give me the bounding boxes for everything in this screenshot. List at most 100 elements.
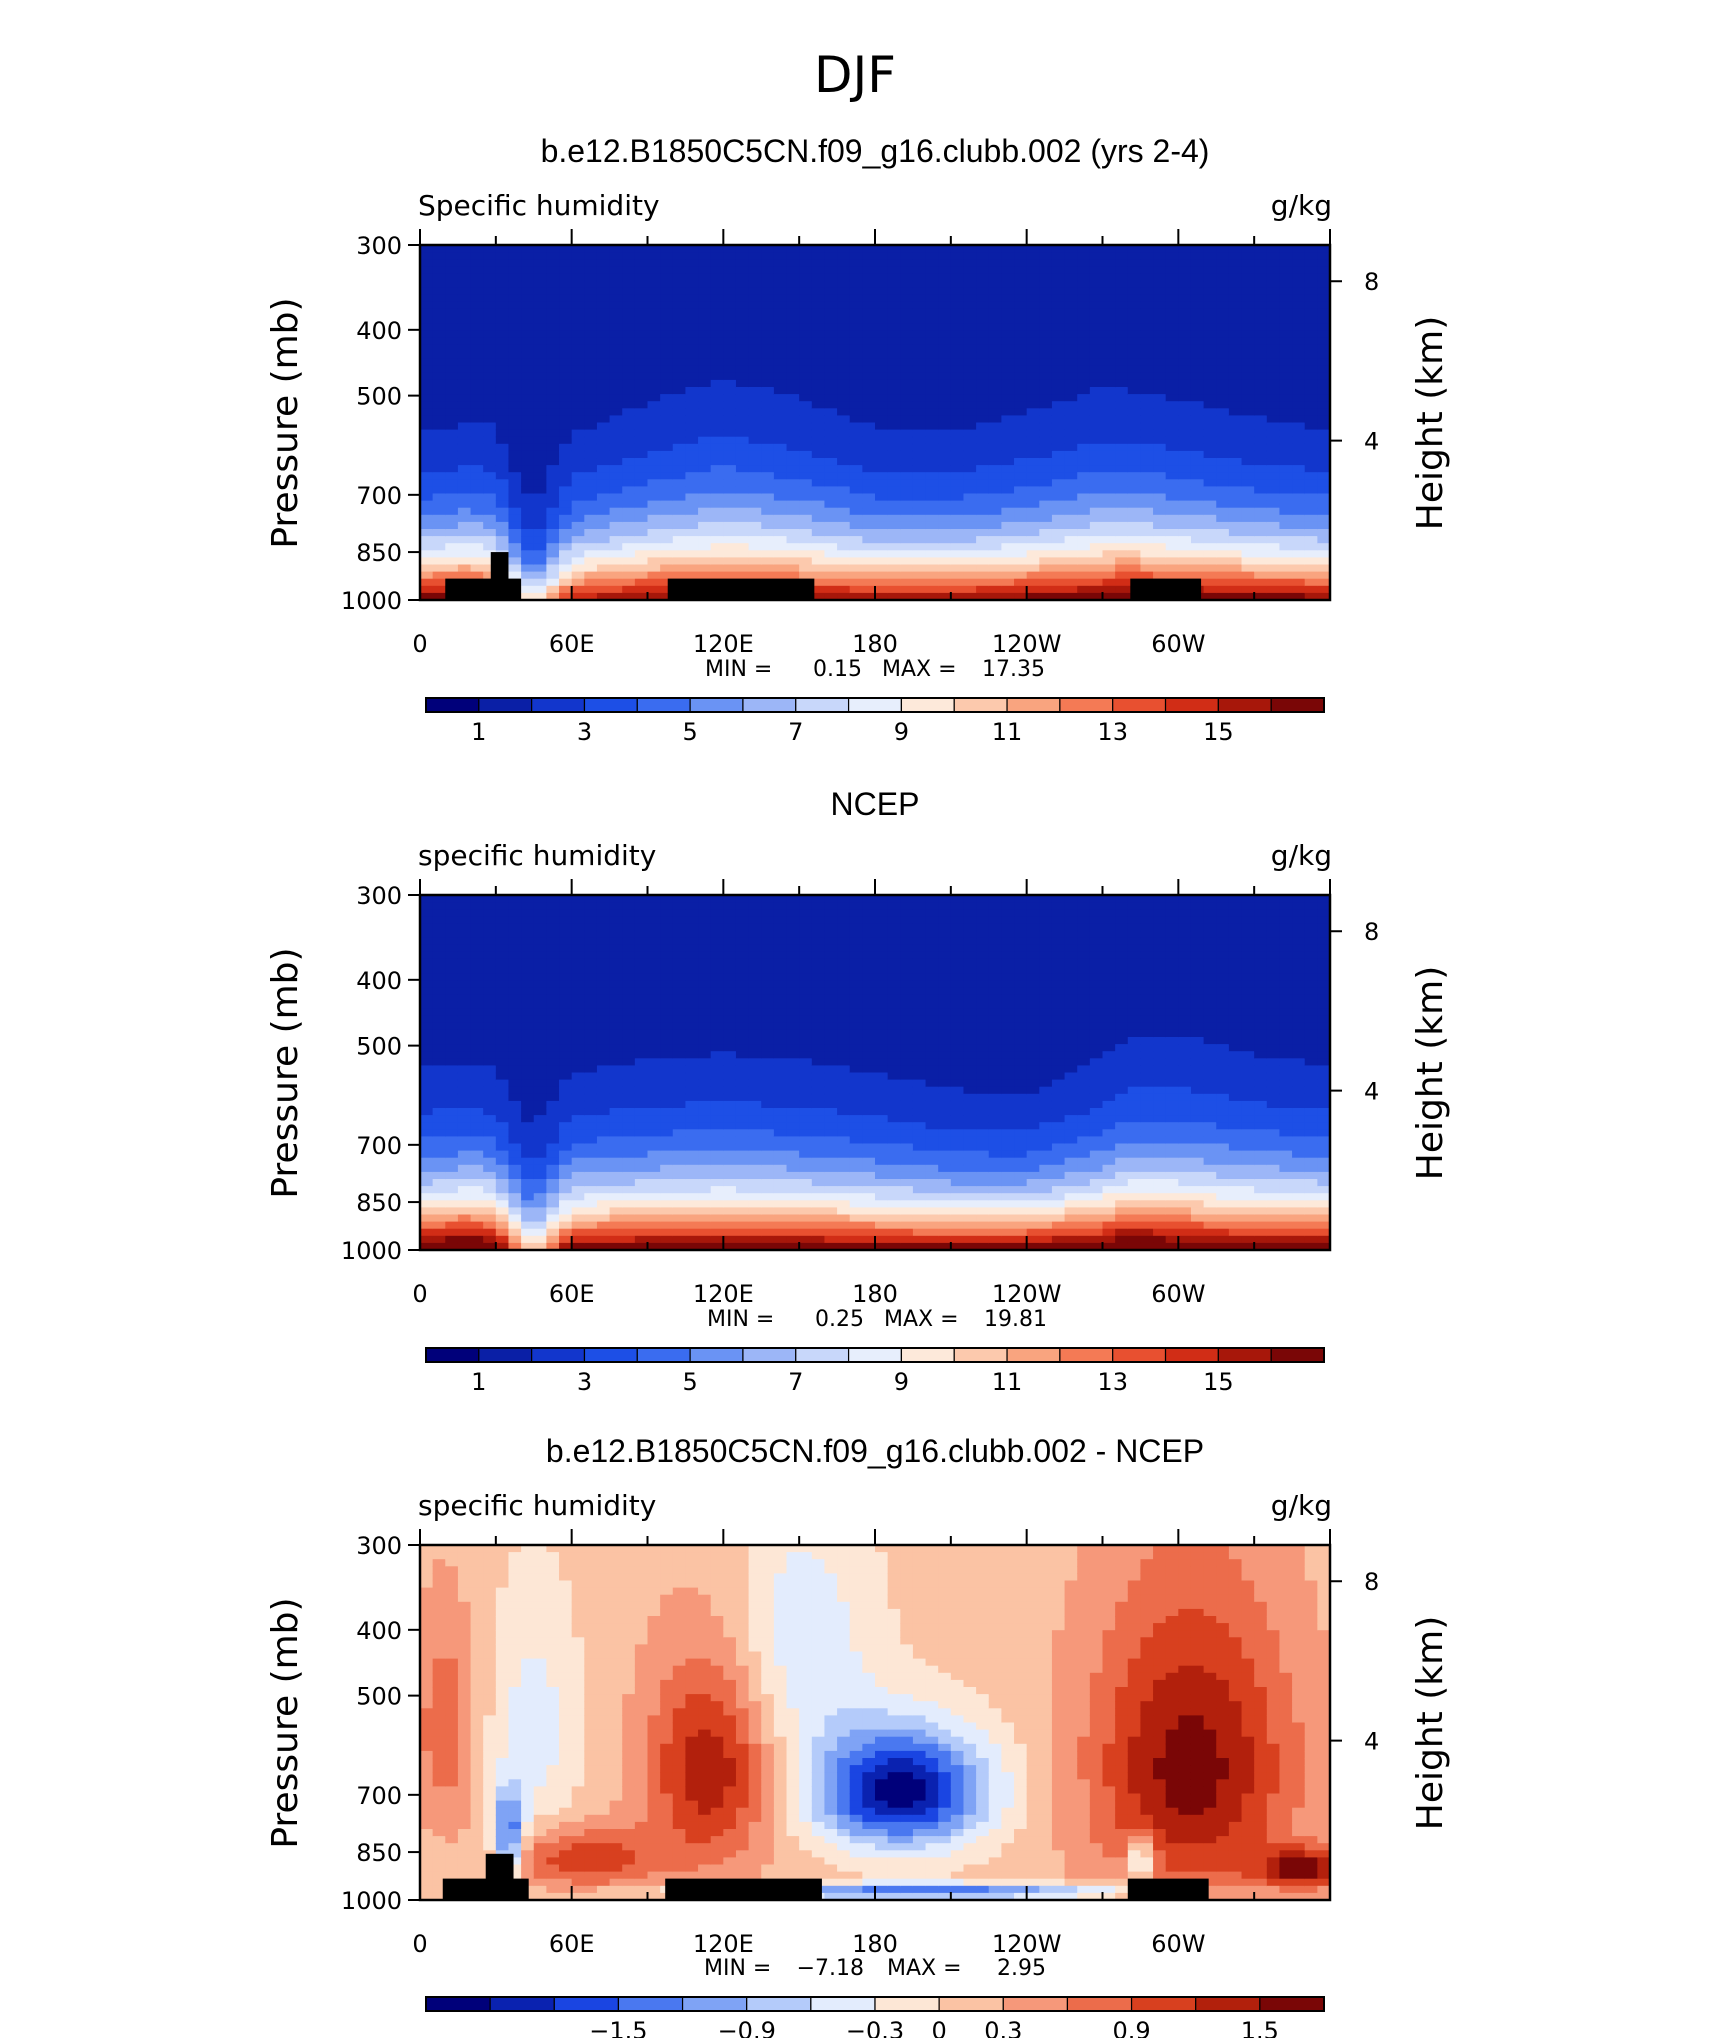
field-cell <box>1203 280 1217 289</box>
field-cell <box>609 422 623 431</box>
field-cell <box>862 557 876 566</box>
field-cell <box>925 316 939 324</box>
field-cell <box>950 365 965 374</box>
field-cell <box>761 287 775 296</box>
field-cell <box>698 529 712 537</box>
field-cell <box>837 536 851 544</box>
field-cell <box>521 1164 535 1173</box>
field-cell <box>660 973 674 981</box>
field-cell <box>1266 529 1281 537</box>
field-cell <box>735 944 750 953</box>
field-cell <box>1178 273 1192 282</box>
field-cell <box>559 422 573 431</box>
field-cell <box>457 415 472 424</box>
field-cell <box>1064 486 1078 495</box>
field-cell <box>660 401 674 409</box>
field-cell <box>1127 564 1142 573</box>
field-cell <box>773 330 788 338</box>
field-cell <box>420 1200 434 1208</box>
field-cell <box>1203 443 1217 452</box>
field-cell <box>622 536 636 544</box>
field-cell <box>622 472 636 480</box>
field-cell <box>710 902 724 910</box>
field-cell <box>1178 245 1192 253</box>
field-cell <box>685 1086 699 1095</box>
y-tick-label: 850 <box>356 539 402 567</box>
field-cell <box>647 966 661 974</box>
field-cell <box>634 1072 649 1081</box>
field-cell <box>672 507 687 516</box>
field-cell <box>1064 379 1078 388</box>
field-cell <box>622 1079 636 1088</box>
field-cell <box>470 564 484 573</box>
field-cell <box>521 916 535 924</box>
field-cell <box>1039 422 1053 431</box>
field-cell <box>521 543 535 551</box>
field-cell <box>1178 493 1192 502</box>
field-cell <box>533 1115 547 1123</box>
field-cell <box>1203 308 1217 317</box>
field-cell <box>824 387 838 395</box>
field-cell <box>546 1058 560 1066</box>
colorbar-box <box>847 697 903 713</box>
field-cell <box>786 287 800 296</box>
field-cell <box>1064 280 1078 289</box>
field-cell <box>521 923 535 932</box>
field-cell <box>559 273 573 282</box>
field-cell <box>976 323 990 331</box>
field-cell <box>571 578 585 587</box>
field-cell <box>837 543 851 551</box>
field-cell <box>887 472 901 480</box>
field-cell <box>1228 408 1243 416</box>
field-cell <box>596 273 611 282</box>
field-cell <box>445 365 459 374</box>
field-cell <box>1077 266 1091 274</box>
field-cell <box>685 1221 699 1230</box>
field-cell <box>1266 493 1281 502</box>
field-cell <box>533 1221 547 1230</box>
field-cell <box>457 909 472 917</box>
field-cell <box>849 259 863 267</box>
field-cell <box>1014 401 1028 409</box>
field-cell <box>571 1200 585 1208</box>
field-cell <box>521 529 535 537</box>
field-cell <box>1190 529 1205 537</box>
field-cell <box>1165 443 1179 452</box>
field-cell <box>685 259 699 267</box>
field-cell <box>988 564 1002 573</box>
field-cell <box>483 287 497 296</box>
field-cell <box>533 465 547 473</box>
field-cell <box>420 1051 434 1059</box>
field-cell <box>596 330 611 338</box>
field-cell <box>761 529 775 537</box>
field-cell <box>875 252 889 260</box>
field-cell <box>584 436 598 445</box>
field-cell <box>1254 493 1268 502</box>
field-cell <box>1279 245 1293 253</box>
field-cell <box>1292 280 1306 289</box>
field-cell <box>761 330 775 338</box>
field-cell <box>584 1122 598 1130</box>
field-cell <box>672 1143 687 1152</box>
field-cell <box>735 493 750 502</box>
field-cell <box>938 500 952 509</box>
field-cell <box>1216 472 1230 480</box>
field-cell <box>584 909 598 917</box>
field-cell <box>672 1065 687 1074</box>
field-cell <box>963 443 977 452</box>
field-cell <box>837 408 851 416</box>
field-cell <box>660 557 674 566</box>
field-cell <box>723 895 737 903</box>
field-cell <box>508 937 522 946</box>
field-cell <box>546 436 560 445</box>
field-cell <box>925 436 939 445</box>
field-cell <box>432 1200 446 1208</box>
field-cell <box>1216 408 1230 416</box>
field-cell <box>521 323 535 331</box>
field-cell <box>559 1221 573 1230</box>
field-cell <box>495 980 510 988</box>
field-cell <box>571 564 585 573</box>
field-cell <box>988 479 1002 487</box>
field-cell <box>887 493 901 502</box>
field-cell <box>1051 337 1066 345</box>
